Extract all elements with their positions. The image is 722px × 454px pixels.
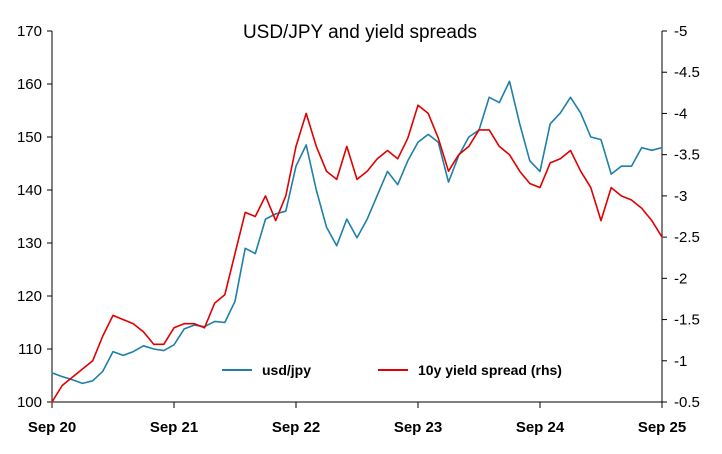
right-tick-label: -4.5 <box>674 64 700 81</box>
left-tick-label: 120 <box>17 288 42 305</box>
x-tick-label: Sep 25 <box>638 419 686 436</box>
legend-label-1: 10y yield spread (rhs) <box>418 362 562 378</box>
right-tick-label: -3 <box>674 188 687 205</box>
right-tick-label: -2.5 <box>674 229 700 246</box>
x-tick-label: Sep 20 <box>28 419 76 436</box>
right-tick-label: -3.5 <box>674 147 700 164</box>
x-tick-label: Sep 23 <box>394 419 442 436</box>
legend: usd/jpy 10y yield spread (rhs) <box>222 362 562 378</box>
chart-title: USD/JPY and yield spreads <box>243 22 477 43</box>
left-tick-label: 130 <box>17 235 42 252</box>
series-line-0 <box>51 80 663 385</box>
right-tick-label: -4 <box>674 105 687 122</box>
left-tick-label: 170 <box>17 23 42 40</box>
left-tick-label: 110 <box>18 341 42 358</box>
right-tick-label: -5 <box>674 23 687 40</box>
legend-label-0: usd/jpy <box>262 362 311 378</box>
right-tick-label: -2 <box>674 270 687 287</box>
left-tick-label: 140 <box>17 182 42 199</box>
x-tick-label: Sep 21 <box>150 419 198 436</box>
x-tick-label: Sep 24 <box>516 419 565 436</box>
left-tick-label: 160 <box>17 76 42 93</box>
axes: 100 110 120 130 140 150 160 170 -0.5 -1 -1.5 -2 -2.5… <box>17 23 700 436</box>
right-tick-label: -0.5 <box>674 394 700 411</box>
right-tick-label: -1 <box>674 353 687 370</box>
series-layer <box>51 80 663 403</box>
right-tick-label: -1.5 <box>674 312 700 329</box>
x-tick-label: Sep 22 <box>272 419 320 436</box>
left-tick-label: 150 <box>17 129 42 146</box>
series-line-1 <box>51 104 663 403</box>
left-tick-label: 100 <box>17 394 42 411</box>
